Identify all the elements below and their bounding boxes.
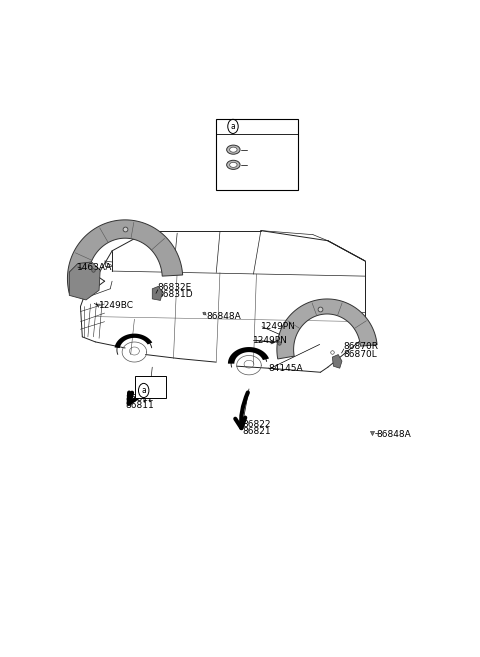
Text: 86870R: 86870R <box>344 342 378 351</box>
Text: 84219E: 84219E <box>248 160 282 170</box>
Text: 1249BC: 1249BC <box>99 301 134 310</box>
Text: 1249PN: 1249PN <box>252 336 288 346</box>
FancyBboxPatch shape <box>135 376 166 397</box>
Text: 86832E: 86832E <box>157 283 192 292</box>
Text: 86848A: 86848A <box>206 312 241 321</box>
Text: a: a <box>141 386 146 395</box>
Text: 86811: 86811 <box>125 401 154 410</box>
FancyArrowPatch shape <box>129 392 138 403</box>
Text: 84220U: 84220U <box>248 145 283 154</box>
Text: 1463AA: 1463AA <box>77 263 112 271</box>
Text: 86831D: 86831D <box>157 290 193 299</box>
Polygon shape <box>277 299 377 359</box>
Polygon shape <box>68 220 183 293</box>
Ellipse shape <box>229 162 237 168</box>
Ellipse shape <box>229 147 237 152</box>
Polygon shape <box>332 355 342 368</box>
Text: 84145A: 84145A <box>268 364 303 373</box>
Text: 86822: 86822 <box>242 420 271 430</box>
Text: 86870L: 86870L <box>344 350 377 359</box>
Polygon shape <box>152 286 162 300</box>
Text: 86812: 86812 <box>125 394 154 403</box>
Text: a: a <box>230 122 235 131</box>
Text: 1249PN: 1249PN <box>261 322 296 331</box>
Text: 86821: 86821 <box>242 428 271 436</box>
Polygon shape <box>69 262 100 300</box>
Ellipse shape <box>227 160 240 170</box>
Ellipse shape <box>227 145 240 154</box>
FancyBboxPatch shape <box>216 120 298 190</box>
FancyArrowPatch shape <box>235 392 248 428</box>
Polygon shape <box>228 347 269 364</box>
Polygon shape <box>115 334 152 348</box>
Text: 86848A: 86848A <box>376 430 411 440</box>
